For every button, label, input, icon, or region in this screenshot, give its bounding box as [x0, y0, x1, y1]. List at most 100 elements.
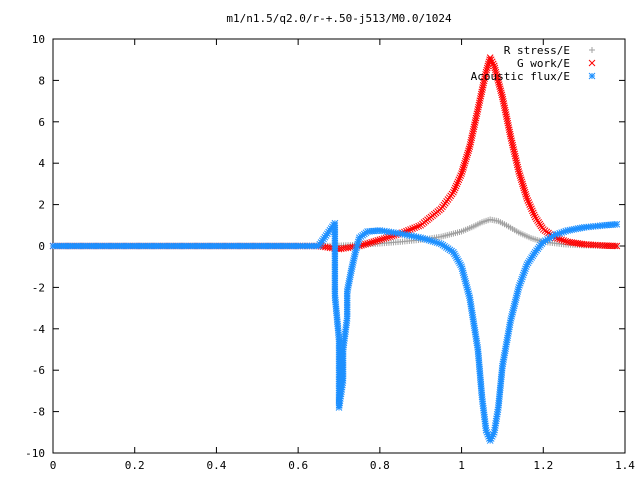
data-point	[521, 186, 528, 194]
data-point	[380, 235, 388, 242]
x-tick-label: 0.2	[125, 459, 145, 472]
data-point	[374, 237, 382, 244]
data-point	[483, 66, 491, 74]
y-tick-label: 4	[38, 157, 45, 170]
data-point	[519, 182, 527, 190]
data-point	[517, 176, 525, 184]
data-point	[496, 83, 504, 90]
data-point	[407, 226, 414, 233]
data-point	[558, 236, 566, 244]
data-point	[372, 237, 380, 245]
data-point	[530, 250, 538, 258]
data-point	[514, 163, 522, 171]
data-point	[489, 431, 497, 438]
data-point	[521, 188, 529, 196]
data-point	[409, 225, 416, 232]
x-tick-label: 1.4	[615, 459, 635, 472]
data-point	[463, 153, 470, 161]
data-point	[493, 72, 501, 80]
x-tick-label: 1	[458, 459, 465, 472]
series-3	[49, 219, 621, 444]
data-point	[465, 292, 473, 300]
data-series	[49, 54, 621, 444]
legend-entry-marker	[588, 72, 596, 80]
data-point	[382, 234, 390, 242]
data-point	[487, 56, 495, 64]
x-tick-label: 0	[50, 459, 57, 472]
data-point	[523, 195, 531, 202]
data-point	[473, 110, 481, 118]
y-tick-label: 0	[38, 240, 45, 253]
data-point	[522, 192, 530, 200]
data-point	[495, 79, 502, 86]
data-point	[525, 234, 532, 241]
data-point	[465, 147, 472, 155]
axis-tick-labels: 0 0.2 0.4 0.6 0.8 1 1.2 1.4 10 8 6 4 2 0 -2 -4 -6 -8 -10	[25, 33, 635, 472]
data-point	[486, 54, 494, 61]
data-point	[576, 240, 584, 248]
data-point	[517, 174, 525, 182]
data-point	[415, 222, 423, 230]
data-point	[435, 234, 442, 241]
data-point	[491, 66, 499, 74]
data-point	[458, 168, 466, 175]
data-point	[370, 238, 378, 246]
data-point	[513, 228, 520, 235]
data-point	[525, 199, 533, 206]
y-tick-label: -6	[32, 364, 45, 377]
data-point	[514, 165, 522, 173]
data-point	[498, 91, 506, 99]
data-point	[562, 237, 570, 245]
data-point	[611, 221, 619, 228]
data-point	[596, 241, 604, 249]
data-point	[526, 201, 534, 208]
data-point	[411, 224, 418, 232]
data-point	[506, 319, 514, 327]
x-tick-label: 0.6	[288, 459, 308, 472]
data-point	[494, 77, 502, 84]
data-point	[366, 239, 373, 247]
data-point	[516, 172, 524, 179]
data-point	[465, 145, 473, 153]
data-point	[494, 74, 501, 82]
data-point	[493, 70, 500, 78]
y-tick-label: -2	[32, 281, 45, 294]
data-point	[490, 62, 498, 70]
data-point	[485, 60, 492, 68]
data-point	[413, 223, 420, 231]
data-point	[529, 209, 537, 217]
data-point	[459, 166, 467, 173]
data-point	[609, 242, 617, 250]
data-point	[384, 233, 392, 241]
data-point	[351, 250, 359, 258]
legend-entry-label: R stress/E	[504, 44, 570, 57]
data-point	[529, 207, 536, 215]
data-point	[522, 190, 530, 198]
data-point	[524, 197, 532, 204]
data-point	[468, 224, 475, 231]
data-point	[501, 221, 508, 228]
y-tick-label: -8	[32, 406, 45, 419]
legend-entry-label: G work/E	[517, 57, 570, 70]
y-tick-label: 10	[32, 33, 45, 46]
data-point	[453, 180, 461, 188]
data-point	[454, 178, 462, 186]
data-point	[460, 163, 467, 171]
data-point	[450, 186, 458, 194]
data-point	[481, 73, 489, 80]
y-tick-label: -10	[25, 447, 45, 460]
data-point	[452, 182, 460, 190]
data-point	[461, 157, 469, 165]
data-point	[611, 242, 619, 250]
data-point	[495, 81, 503, 88]
data-point	[448, 190, 456, 198]
data-point	[519, 180, 526, 188]
x-tick-label: 0.8	[370, 459, 390, 472]
x-tick-label: 1.2	[533, 459, 553, 472]
data-point	[492, 68, 500, 76]
data-point	[362, 240, 369, 248]
data-point	[376, 236, 384, 244]
data-point	[451, 184, 459, 192]
data-point	[493, 217, 500, 224]
